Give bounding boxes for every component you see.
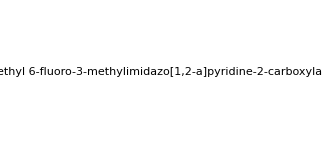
Text: ethyl 6-fluoro-3-methylimidazo[1,2-a]pyridine-2-carboxylate: ethyl 6-fluoro-3-methylimidazo[1,2-a]pyr… [0, 67, 322, 77]
